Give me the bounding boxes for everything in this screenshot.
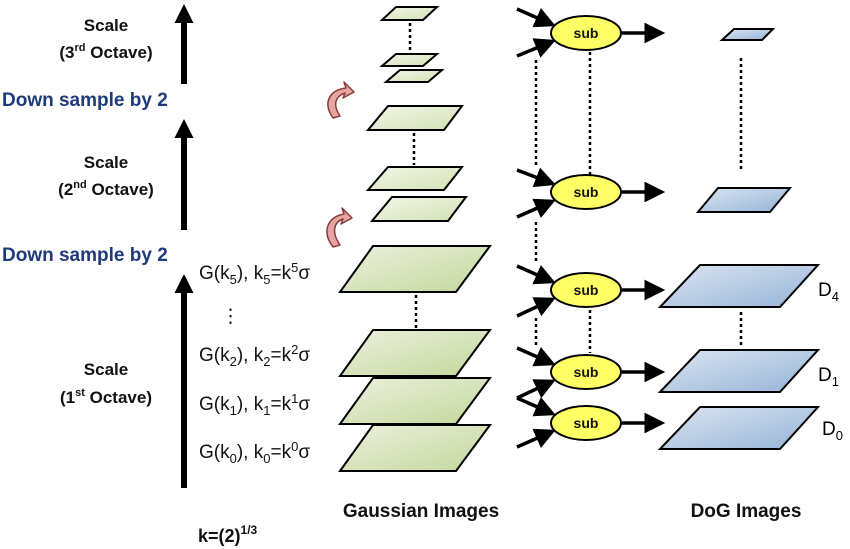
octave-3-line1: Scale: [84, 16, 128, 35]
down-sample-label-upper: Down sample by 2: [2, 90, 168, 111]
gaussian-image-k1: [338, 377, 492, 425]
svg-text:sub: sub: [574, 282, 599, 298]
octave-2-line2: (2nd Octave): [58, 179, 154, 199]
svg-text:sub: sub: [574, 415, 599, 431]
gaussian-label-k0: G(k0), k0=k0σ: [199, 439, 310, 466]
gaussian-images-caption: Gaussian Images: [343, 501, 499, 522]
gaussian-image-k0: [338, 424, 492, 472]
octave-3-line2: (3rd Octave): [59, 42, 152, 62]
gaussian-image-k5: [338, 245, 492, 293]
octave-1-line1: Scale: [84, 360, 128, 379]
sub-input-arrows: [516, 7, 556, 449]
sub-node-o2: sub: [550, 174, 622, 210]
sub-nodes: sub sub sub sub sub: [550, 15, 622, 441]
gaussian-image-o3-mid: [379, 53, 440, 67]
octave-1-line2: (1st Octave): [60, 387, 152, 407]
dog-label-d0: D0: [822, 419, 843, 443]
sub-node-d0: sub: [550, 405, 622, 441]
dog-label-d1: D1: [818, 365, 839, 389]
down-sample-label-lower: Down sample by 2: [2, 245, 168, 266]
sub-dotted-links: [534, 52, 592, 353]
dog-image-d0: [657, 406, 821, 450]
sub-node-o3: sub: [550, 15, 622, 51]
k-value-label: k=(2)1/3: [198, 523, 258, 546]
svg-text:sub: sub: [574, 364, 599, 380]
dog-labels: D4 D1 D0: [818, 280, 843, 443]
gaussian-image-k2: [338, 329, 492, 377]
gaussian-image-o2-bottom: [369, 196, 468, 222]
octave-2-line1: Scale: [84, 153, 128, 172]
sub-output-arrows: [622, 22, 666, 434]
gaussian-image-o2-mid: [365, 166, 465, 191]
gaussian-image-o3-top: [379, 6, 440, 21]
octave-label-3rd: Scale (3rd Octave): [59, 16, 152, 62]
dog-label-d4: D4: [818, 280, 839, 304]
dog-image-o3: [719, 28, 776, 41]
sub-node-d1: sub: [550, 354, 622, 390]
gaussian-labels: G(k5), k5=k5σ ⋮ G(k2), k2=k2σ G(k1), k1=…: [199, 260, 310, 466]
dog-image-d1: [657, 349, 821, 393]
octave-label-2nd: Scale (2nd Octave): [58, 153, 154, 199]
dog-image-o2: [695, 187, 793, 213]
gaussian-image-stack: [338, 6, 492, 472]
sub-node-d4: sub: [550, 272, 622, 308]
octave-label-1st: Scale (1st Octave): [60, 360, 152, 407]
dog-image-d4: [657, 264, 821, 308]
gaussian-image-o2-top: [365, 105, 464, 131]
curved-arrow-upper: [327, 81, 355, 119]
gaussian-label-k2: G(k2), k2=k2σ: [199, 342, 310, 369]
svg-text:sub: sub: [574, 25, 599, 41]
gaussian-label-ellipsis: ⋮: [221, 306, 240, 327]
gaussian-label-k1: G(k1), k1=k1σ: [199, 391, 310, 418]
dog-image-stack: [657, 28, 821, 450]
gaussian-image-o3-bottom: [383, 69, 445, 83]
dog-images-caption: DoG Images: [691, 501, 802, 522]
svg-text:sub: sub: [574, 184, 599, 200]
gaussian-label-k5: G(k5), k5=k5σ: [199, 260, 310, 287]
curved-arrow-lower: [326, 207, 353, 248]
